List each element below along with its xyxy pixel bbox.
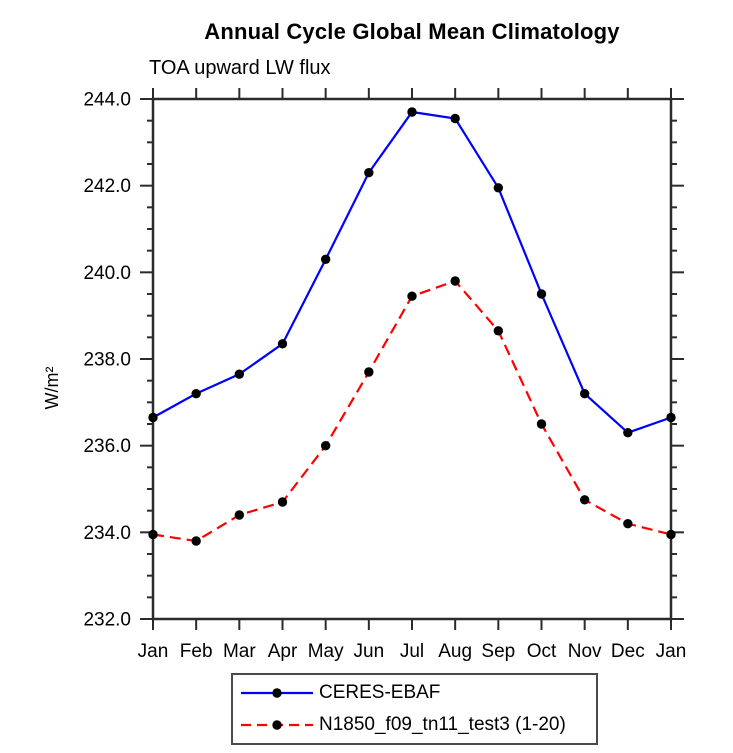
y-tick-label: 242.0	[83, 176, 131, 197]
y-tick-label: 236.0	[83, 436, 131, 457]
legend-dashed-line-icon	[241, 720, 313, 730]
series-0-marker	[666, 412, 676, 423]
y-axis-label: W/m²	[42, 367, 62, 410]
series-0-marker	[364, 167, 374, 178]
x-tick-label: Sep	[481, 641, 515, 662]
series-0-marker	[536, 289, 547, 299]
x-tick-label: Feb	[180, 641, 213, 662]
series-0-marker	[234, 369, 245, 379]
x-tick-label: Jul	[400, 641, 424, 662]
series-1-marker	[623, 518, 633, 529]
legend: CERES-EBAF N1850_f09_tn11_test3 (1-20)	[231, 673, 598, 745]
x-tick-label: Oct	[527, 641, 557, 662]
y-tick-label: 244.0	[83, 90, 131, 111]
x-tick-label: Aug	[438, 641, 472, 662]
legend-label-n1850: N1850_f09_tn11_test3 (1-20)	[319, 714, 566, 735]
x-tick-label: Mar	[223, 641, 256, 662]
x-tick-label: Jan	[656, 641, 687, 662]
x-tick-label: Jun	[354, 641, 385, 662]
plot-frame	[151, 97, 673, 621]
series-0-marker	[277, 339, 288, 349]
y-tick-label: 238.0	[83, 350, 131, 371]
series-1-marker	[536, 419, 547, 429]
legend-label-ceres-ebaf: CERES-EBAF	[319, 682, 441, 703]
y-tick-label: 232.0	[83, 610, 131, 631]
series-1-marker	[234, 510, 245, 520]
series-1-marker	[320, 440, 331, 451]
series-1-marker	[148, 529, 158, 540]
series-1-marker	[666, 529, 676, 540]
legend-solid-line-icon	[241, 688, 313, 698]
series-1-marker	[364, 367, 374, 377]
y-tick-label: 234.0	[83, 523, 131, 544]
series-1-marker	[191, 536, 201, 546]
series-0-marker	[623, 427, 633, 438]
x-tick-label: Apr	[268, 641, 298, 662]
series-1-marker	[407, 291, 417, 301]
series-1-marker	[450, 276, 460, 286]
series-line-1	[152, 279, 672, 543]
legend-item-n1850: N1850_f09_tn11_test3 (1-20)	[239, 710, 596, 740]
x-tick-label: Nov	[568, 641, 602, 662]
series-1-marker	[277, 497, 288, 507]
series-1-marker	[579, 495, 590, 505]
series-0-marker	[148, 412, 158, 423]
series-line-0	[152, 110, 672, 434]
series-0-marker	[191, 388, 201, 399]
series-0-marker	[450, 113, 460, 124]
series-1-marker	[493, 326, 504, 336]
chart-subtitle: TOA upward LW flux	[149, 57, 331, 79]
chart-title: Annual Cycle Global Mean Climatology	[204, 19, 620, 44]
x-tick-label: May	[308, 641, 344, 662]
series-0-marker	[320, 254, 331, 265]
legend-item-ceres-ebaf: CERES-EBAF	[239, 678, 596, 708]
x-tick-label: Dec	[611, 641, 645, 662]
series-0-marker	[493, 183, 504, 193]
series-0-marker	[407, 107, 417, 117]
y-tick-label: 240.0	[83, 263, 131, 284]
series-0-marker	[579, 388, 590, 399]
x-tick-label: Jan	[138, 641, 169, 662]
